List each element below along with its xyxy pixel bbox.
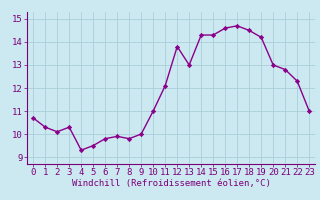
X-axis label: Windchill (Refroidissement éolien,°C): Windchill (Refroidissement éolien,°C)	[72, 179, 271, 188]
